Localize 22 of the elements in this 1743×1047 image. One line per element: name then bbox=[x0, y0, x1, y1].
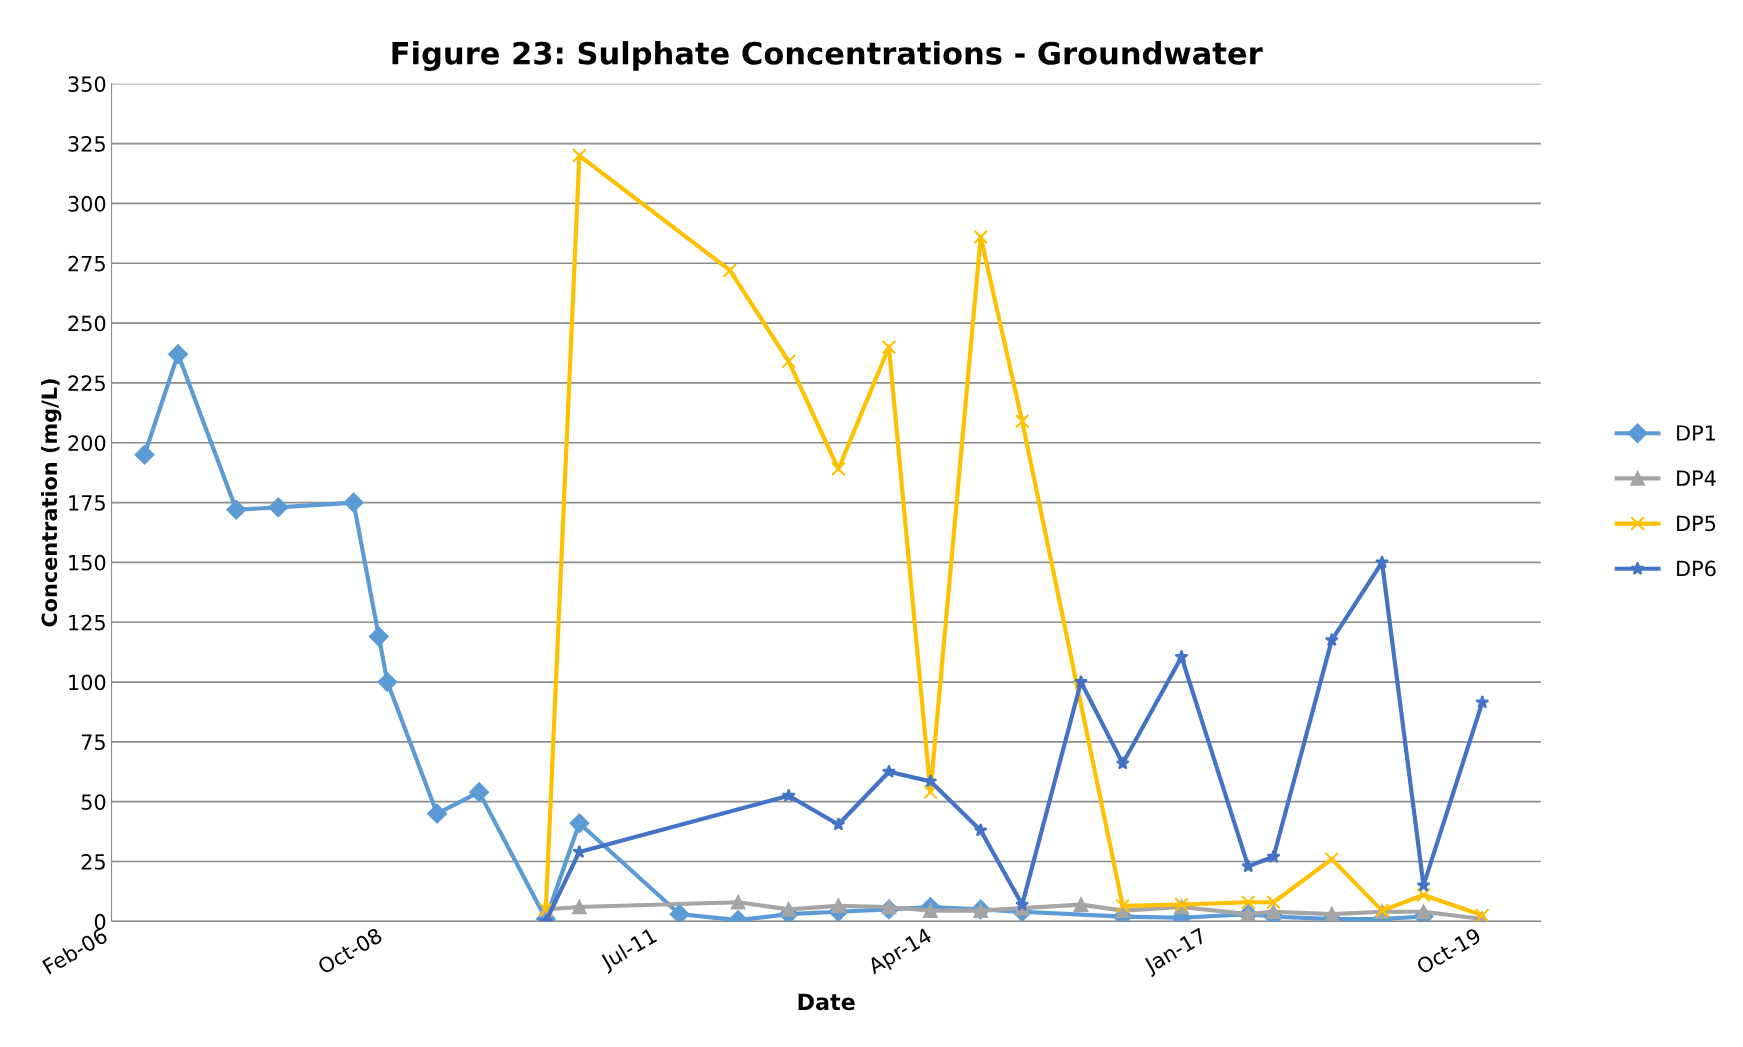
y-tick-label: 100 bbox=[69, 674, 106, 691]
y-tick-label: 350 bbox=[68, 76, 106, 92]
y-tick-label: 0 bbox=[94, 913, 106, 930]
y-axis-title: Concentration (mg/L) bbox=[41, 379, 62, 627]
y-tick-label: 275 bbox=[68, 255, 105, 272]
y-tick-label: 200 bbox=[68, 435, 106, 451]
y-tick-label: 250 bbox=[68, 315, 106, 332]
legend-label: DP6 bbox=[1677, 560, 1716, 577]
legend-label: DP5 bbox=[1677, 515, 1716, 532]
y-tick-label: 25 bbox=[81, 853, 105, 870]
y-tick-label: 325 bbox=[68, 136, 105, 152]
y-tick-label: 225 bbox=[68, 375, 105, 392]
y-tick-label: 300 bbox=[68, 195, 106, 212]
y-tick-label: 50 bbox=[81, 794, 106, 810]
y-tick-label: 150 bbox=[69, 554, 106, 571]
y-tick-label: 175 bbox=[69, 495, 105, 511]
legend-label: DP4 bbox=[1677, 470, 1716, 486]
x-axis-title: Date bbox=[798, 993, 855, 1011]
y-tick-label: 125 bbox=[69, 614, 105, 631]
legend-label: DP1 bbox=[1677, 425, 1715, 441]
chart-title: Figure 23: Sulphate Concentrations - Groundwater bbox=[392, 41, 1263, 71]
y-tick-label: 75 bbox=[81, 734, 105, 751]
